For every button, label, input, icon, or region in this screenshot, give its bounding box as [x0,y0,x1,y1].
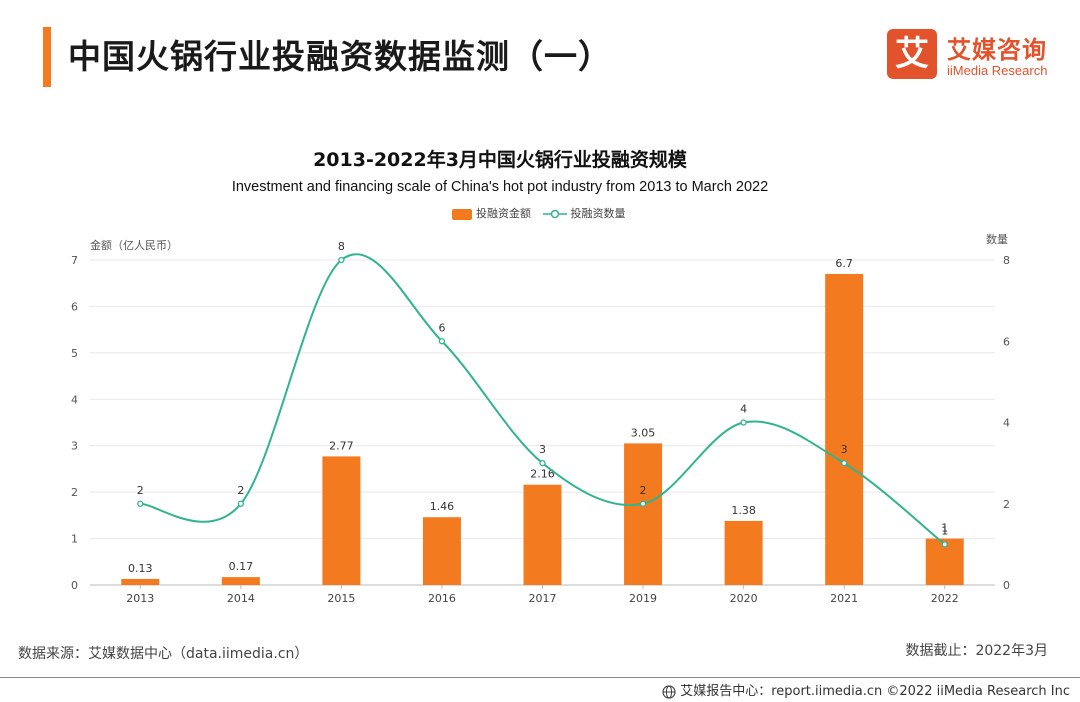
y-tick-label: 7 [71,254,78,267]
bar-2014 [221,577,260,585]
bar-data-label: 1 [941,522,948,535]
legend-bar-swatch [452,208,472,220]
line-data-label: 2 [640,484,647,497]
y2-tick-label: 4 [1003,417,1010,430]
count-point-2019 [639,500,647,507]
bar-2017 [523,484,562,585]
y2-tick-label: 2 [1003,498,1010,511]
x-tick-label: 2014 [227,592,255,605]
data-source: 数据来源：艾媒数据中心（data.iimedia.cn） [18,646,309,662]
count-point-2021 [841,459,848,467]
y-tick-label: 1 [71,533,78,546]
x-tick-label: 2015 [327,592,355,605]
line-data-label: 6 [438,321,445,334]
line-data-label: 4 [740,403,747,416]
x-tick-label: 2021 [830,592,858,605]
line-data-label: 1 [941,524,948,537]
y2-tick-label: 6 [1003,335,1010,348]
line-data-label: 3 [539,443,546,456]
count-line [140,253,946,546]
legend-item-amount[interactable]: 投融资金额 [452,205,531,221]
x-tick-label: 2020 [730,592,758,605]
line-data-label: 3 [841,443,848,456]
count-point-2022 [941,541,948,548]
data-cutoff: 数据截止：2022年3月 [905,643,1048,659]
count-point-2014 [237,500,244,507]
iimedia-logo: 艾 艾媒咨询 iiMedia Research [887,29,1062,84]
bar-data-label: 0.17 [229,560,254,573]
legend-label-amount: 投融资金额 [476,207,531,220]
count-point-2017 [539,459,546,467]
legend-line-swatch [542,209,567,219]
bar-2019 [624,443,663,585]
x-tick-label: 2019 [629,592,657,605]
chart-subtitle: Investment and financing scale of China'… [231,179,769,195]
count-point-2020 [740,419,747,426]
y-tick-label: 2 [71,486,78,499]
x-tick-label: 2017 [529,592,557,605]
y-tick-label: 4 [71,393,78,406]
bar-2021 [825,273,864,585]
page-title: 中国火锅行业投融资数据监测（一） [68,37,612,76]
line-data-label: 2 [237,484,244,497]
line-data-label: 8 [338,240,345,253]
bar-2015 [322,456,361,585]
bar-data-label: 1.46 [430,500,455,513]
legend-item-count[interactable]: 投融资数量 [542,205,626,221]
globe-icon [662,684,676,699]
y-tick-label: 0 [71,579,78,592]
y-tick-label: 3 [71,440,78,453]
bar-2016 [422,517,461,585]
y-tick-label: 5 [71,347,78,360]
chart-title: 2013-2022年3月中国火锅行业投融资规模 [313,149,687,171]
bar-2020 [724,520,763,585]
title-accent-bar [43,27,51,87]
bar-2022 [925,538,964,585]
count-point-2016 [438,338,446,345]
y2-tick-label: 0 [1003,579,1010,592]
count-point-2015 [338,256,345,264]
chart-legend: 投融资金额 投融资数量 [452,205,634,223]
x-tick-label: 2013 [126,592,154,605]
count-point-2013 [137,500,144,507]
footer-divider [0,677,1080,678]
y-axis-title: 金额（亿人民币） [90,238,178,252]
bar-data-label: 2.16 [530,468,555,481]
bar-data-label: 2.77 [329,439,354,452]
bar-data-label: 3.05 [631,426,656,439]
logo-en-text: iiMedia Research [947,63,1048,78]
y2-axis-title: 数量 [986,233,1008,246]
bar-2013 [121,578,160,585]
bar-data-label: 0.13 [128,562,153,575]
legend-label-count: 投融资数量 [570,207,626,220]
footer-text[interactable]: 艾媒报告中心：report.iimedia.cn ©2022 iiMedia R… [680,684,1070,699]
y2-tick-label: 8 [1003,254,1010,267]
logo-mark: 艾 [887,29,937,79]
line-data-label: 2 [137,484,144,497]
logo-cn-text: 艾媒咨询 [947,36,1047,64]
footer: 艾媒报告中心：report.iimedia.cn ©2022 iiMedia R… [662,680,1070,699]
x-tick-label: 2016 [428,592,456,605]
y-tick-label: 6 [71,300,78,313]
bar-data-label: 6.7 [835,257,853,270]
bar-data-label: 1.38 [731,504,756,517]
x-tick-label: 2022 [931,592,959,605]
